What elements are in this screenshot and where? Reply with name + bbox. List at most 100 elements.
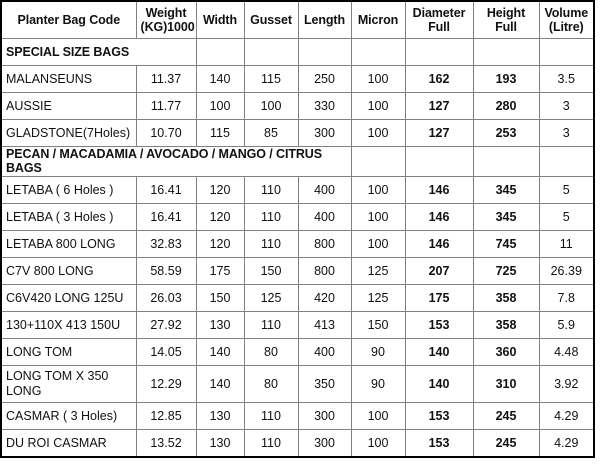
cell-micron: 100 <box>350 92 406 120</box>
cell-width: 130 <box>195 401 245 430</box>
cell-width: 140 <box>195 337 245 366</box>
section-row-empty-cell <box>472 38 540 66</box>
column-header-volume: Volume (Litre) <box>538 0 595 39</box>
cell-micron: 125 <box>350 283 406 312</box>
section-row-empty-cell <box>538 146 595 177</box>
cell-width: 150 <box>195 283 245 312</box>
cell-volume: 4.29 <box>538 428 595 458</box>
column-header-weight-line1: Weight <box>145 5 187 20</box>
cell-volume: 3 <box>538 119 595 147</box>
cell-diameter: 140 <box>404 364 474 403</box>
table-row: C6V420 LONG 125U 26.03 150 125 420 125 175 358 7… <box>0 283 595 312</box>
cell-length: 413 <box>297 310 352 339</box>
cell-height: 193 <box>472 65 540 93</box>
cell-length: 400 <box>297 202 352 231</box>
table-row: GLADSTONE(7Holes) 10.70 115 85 300 100 127 253 3 <box>0 119 595 147</box>
cell-weight: 13.52 <box>135 428 197 458</box>
column-header-diameter-full: Diameter Full <box>404 0 474 39</box>
cell-length: 250 <box>297 65 352 93</box>
cell-height: 358 <box>472 310 540 339</box>
cell-width: 115 <box>195 119 245 147</box>
cell-length: 420 <box>297 283 352 312</box>
cell-width: 130 <box>195 310 245 339</box>
cell-gusset: 100 <box>243 92 299 120</box>
cell-height: 245 <box>472 428 540 458</box>
cell-planter-bag-code: C7V 800 LONG <box>0 256 137 285</box>
planter-bag-specifications-table: Planter Bag Code Weight (KG)1000 Width G… <box>0 0 595 458</box>
column-header-weight: Weight (KG)1000 <box>135 0 197 39</box>
cell-micron: 100 <box>350 65 406 93</box>
section-header-row: PECAN / MACADAMIA / AVOCADO / MANGO / CI… <box>0 146 595 177</box>
table-row: CASMAR ( 3 Holes) 12.85 130 110 300 100 153 245… <box>0 401 595 430</box>
section-row-empty-cell <box>243 38 299 66</box>
cell-length: 350 <box>297 364 352 403</box>
cell-volume: 3.92 <box>538 364 595 403</box>
cell-diameter: 153 <box>404 310 474 339</box>
cell-gusset: 110 <box>243 401 299 430</box>
table-header: Planter Bag Code Weight (KG)1000 Width G… <box>0 0 595 39</box>
cell-micron: 150 <box>350 310 406 339</box>
cell-micron: 100 <box>350 229 406 258</box>
cell-gusset: 80 <box>243 337 299 366</box>
cell-gusset: 110 <box>243 428 299 458</box>
cell-volume: 3.5 <box>538 65 595 93</box>
section-row-empty-cell <box>350 38 406 66</box>
cell-diameter: 153 <box>404 428 474 458</box>
cell-diameter: 140 <box>404 337 474 366</box>
cell-length: 400 <box>297 337 352 366</box>
cell-diameter: 146 <box>404 202 474 231</box>
cell-weight: 27.92 <box>135 310 197 339</box>
cell-planter-bag-code: AUSSIE <box>0 92 137 120</box>
cell-micron: 90 <box>350 337 406 366</box>
cell-width: 140 <box>195 364 245 403</box>
cell-diameter: 127 <box>404 92 474 120</box>
section-header-row: SPECIAL SIZE BAGS <box>0 38 595 66</box>
cell-height: 358 <box>472 283 540 312</box>
cell-gusset: 80 <box>243 364 299 403</box>
cell-diameter: 162 <box>404 65 474 93</box>
cell-length: 800 <box>297 256 352 285</box>
column-header-width: Width <box>195 0 245 39</box>
cell-planter-bag-code: LETABA ( 3 Holes ) <box>0 202 137 231</box>
cell-micron: 100 <box>350 202 406 231</box>
cell-planter-bag-code: GLADSTONE(7Holes) <box>0 119 137 147</box>
column-header-height-full: Height Full <box>472 0 540 39</box>
cell-length: 400 <box>297 175 352 204</box>
cell-weight: 10.70 <box>135 119 197 147</box>
cell-width: 120 <box>195 202 245 231</box>
cell-width: 140 <box>195 65 245 93</box>
cell-diameter: 207 <box>404 256 474 285</box>
cell-width: 120 <box>195 229 245 258</box>
table-row: AUSSIE 11.77 100 100 330 100 127 280 3 <box>0 92 595 120</box>
cell-gusset: 110 <box>243 175 299 204</box>
cell-height: 345 <box>472 175 540 204</box>
section-row-empty-cell <box>472 146 540 177</box>
cell-gusset: 85 <box>243 119 299 147</box>
cell-diameter: 146 <box>404 175 474 204</box>
cell-width: 120 <box>195 175 245 204</box>
column-header-weight-line2: (KG)1000 <box>140 20 195 34</box>
cell-gusset: 110 <box>243 310 299 339</box>
cell-planter-bag-code: LONG TOM X 350 LONG <box>0 364 137 403</box>
cell-weight: 12.85 <box>135 401 197 430</box>
column-header-gusset: Gusset <box>243 0 299 39</box>
cell-weight: 11.37 <box>135 65 197 93</box>
cell-weight: 14.05 <box>135 337 197 366</box>
cell-diameter: 153 <box>404 401 474 430</box>
cell-width: 130 <box>195 428 245 458</box>
cell-gusset: 150 <box>243 256 299 285</box>
cell-gusset: 125 <box>243 283 299 312</box>
cell-height: 310 <box>472 364 540 403</box>
cell-diameter: 175 <box>404 283 474 312</box>
cell-weight: 58.59 <box>135 256 197 285</box>
cell-height: 245 <box>472 401 540 430</box>
column-header-volume-line1: Volume <box>544 5 589 20</box>
cell-weight: 16.41 <box>135 175 197 204</box>
cell-volume: 5 <box>538 202 595 231</box>
cell-height: 280 <box>472 92 540 120</box>
cell-volume: 5 <box>538 175 595 204</box>
column-header-micron: Micron <box>350 0 406 39</box>
cell-weight: 16.41 <box>135 202 197 231</box>
section-row-empty-cell <box>404 38 474 66</box>
cell-volume: 5.9 <box>538 310 595 339</box>
